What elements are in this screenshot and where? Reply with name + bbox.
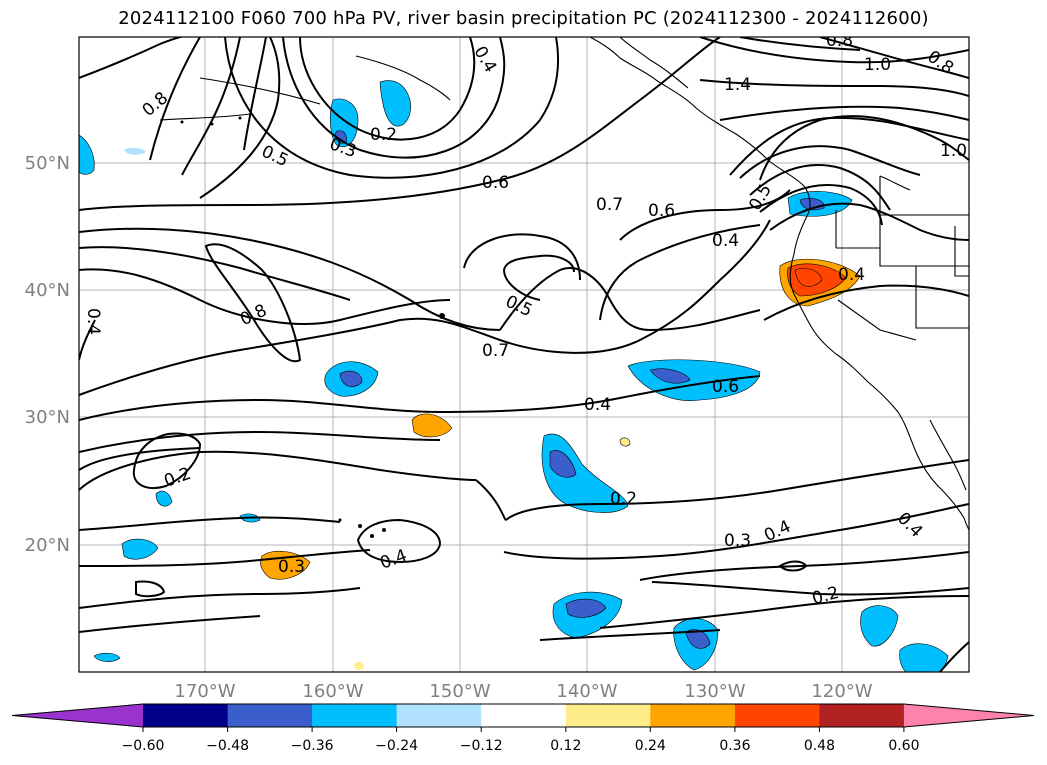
colorbar-tick-label: 0.24: [635, 738, 666, 754]
contour-label: 1.0: [940, 141, 967, 161]
contour-label: 0.4: [584, 395, 611, 415]
colorbar-segment: [819, 704, 905, 727]
map-area: [79, 37, 969, 672]
colorbar-tick-labels: −0.60 −0.48 −0.36 −0.24 −0.12 0.12 0.24 …: [122, 738, 920, 754]
colorbar-segment: [481, 704, 567, 727]
lon-label: 130°W: [684, 681, 745, 702]
colorbar-tick-label: 0.48: [804, 738, 835, 754]
lon-label: 140°W: [556, 681, 617, 702]
contour-label: 0.6: [648, 201, 675, 221]
contour-label: 0.4: [712, 231, 739, 251]
colorbar-segment: [734, 704, 820, 727]
colorbar-tick-label: 0.12: [550, 738, 581, 754]
contour-label: 0.3: [724, 531, 751, 551]
coastlines: [159, 37, 969, 531]
lat-label: 20°N: [25, 535, 70, 556]
colorbar-tick-label: −0.36: [291, 738, 334, 754]
contour-label: 0.6: [712, 377, 739, 397]
lat-label: 30°N: [25, 407, 70, 428]
lon-label: 150°W: [429, 681, 490, 702]
colorbar-segment: [650, 704, 736, 727]
lon-label: 170°W: [174, 681, 235, 702]
colorbar-extend-high: [903, 704, 1034, 727]
latitude-labels: 50°N 40°N 30°N 20°N: [25, 153, 70, 556]
islands: [180, 116, 445, 538]
colorbar-tick-label: 0.36: [719, 738, 750, 754]
colorbar-segment: [227, 704, 313, 727]
contour-label: 0.3: [278, 557, 305, 577]
colorbar-tick-label: 0.60: [888, 738, 919, 754]
colorbar-tick-label: −0.24: [375, 738, 418, 754]
contour-label: 0.4: [83, 308, 103, 335]
colorbar-segment: [565, 704, 651, 727]
pv-contours: [79, 37, 969, 672]
lon-label: 120°W: [811, 681, 872, 702]
contour-label: 0.2: [610, 489, 637, 509]
contour-label: 0.7: [596, 195, 623, 215]
contour-label: 0.4: [838, 265, 865, 285]
colorbar-tick-label: −0.48: [206, 738, 249, 754]
contour-label: 0.7: [482, 341, 509, 361]
contour-label: 0.8: [826, 31, 853, 51]
lat-label: 40°N: [25, 280, 70, 301]
map-title: 2024112100 F060 700 hPa PV, river basin …: [118, 8, 929, 29]
contour-label: 1.4: [724, 75, 751, 95]
lon-label: 160°W: [302, 681, 363, 702]
colorbar: [11, 703, 1035, 732]
contour-label: 0.2: [370, 125, 397, 145]
colorbar-segment: [312, 704, 398, 727]
colorbar-segment: [396, 704, 482, 727]
lat-label: 50°N: [25, 153, 70, 174]
map-frame: [78, 36, 970, 673]
contour-label: 1.0: [864, 55, 891, 75]
contour-label: 0.6: [482, 173, 509, 193]
colorbar-segment: [143, 704, 229, 727]
colorbar-extend-low: [12, 704, 143, 727]
colorbar-tick-label: −0.12: [460, 738, 503, 754]
longitude-labels: 170°W 160°W 150°W 140°W 130°W 120°W: [174, 681, 872, 702]
colorbar-tick-label: −0.60: [122, 738, 165, 754]
